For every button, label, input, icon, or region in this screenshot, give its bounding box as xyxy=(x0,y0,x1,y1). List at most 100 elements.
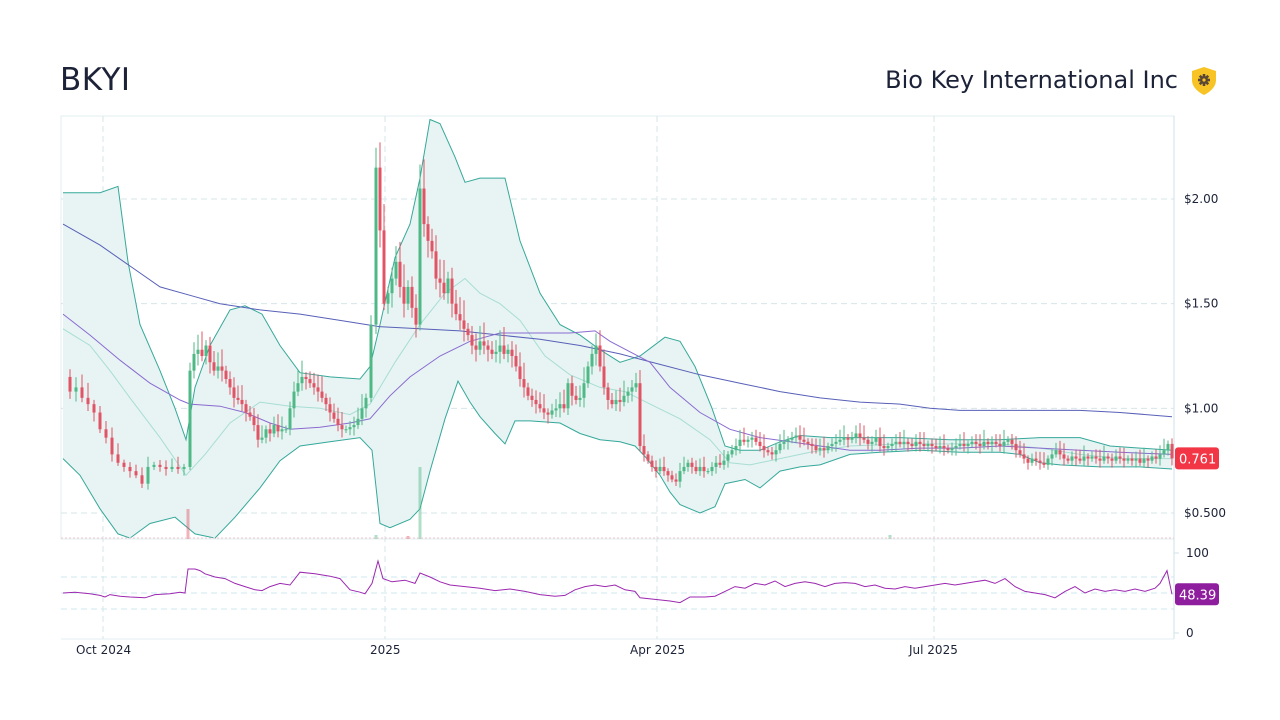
candle-body xyxy=(682,466,686,472)
candle-body xyxy=(990,441,994,444)
candle-body xyxy=(240,399,244,405)
bollinger-fill xyxy=(63,119,1172,539)
price-axis-label: $0.500 xyxy=(1184,506,1226,520)
candle-body xyxy=(1006,439,1010,442)
candle-body xyxy=(826,446,830,451)
candle-body xyxy=(458,314,462,321)
time-axis-label: Oct 2024 xyxy=(76,643,131,657)
candle-body xyxy=(1090,456,1094,459)
candle-body xyxy=(1098,458,1102,461)
candle-body xyxy=(814,446,818,451)
candle-body xyxy=(934,446,938,449)
candle-body xyxy=(116,454,120,463)
candle-body xyxy=(336,418,340,426)
candle-body xyxy=(268,429,272,434)
time-axis-label: 2025 xyxy=(370,643,401,657)
candle-body xyxy=(418,188,422,325)
candle-body xyxy=(554,408,558,411)
rsi-axis-label: 0 xyxy=(1186,626,1194,640)
candle-body xyxy=(894,441,898,444)
candle-body xyxy=(922,443,926,447)
bollinger-lower-line xyxy=(62,379,1173,539)
current-rsi-value: 48.39 xyxy=(1179,588,1216,603)
candle-body xyxy=(1114,456,1118,461)
candle-body xyxy=(662,466,666,472)
candle-body xyxy=(830,443,834,447)
candle-body xyxy=(678,471,682,482)
candle-body xyxy=(260,437,264,440)
candle-body xyxy=(170,466,174,470)
time-axis-label: Apr 2025 xyxy=(630,643,685,657)
chart-axes: $2.00 $1.50 $1.00 $0.500 0.761 100 0 48.39 Oct 2… xyxy=(76,192,1226,657)
candle-body xyxy=(822,448,826,451)
candle-body xyxy=(86,397,90,405)
candle-body xyxy=(1154,456,1158,459)
candle-body xyxy=(914,441,918,447)
candle-body xyxy=(1030,458,1034,463)
candle-body xyxy=(994,441,998,444)
candle-body xyxy=(542,408,546,413)
candle-body xyxy=(300,376,304,384)
candle-body xyxy=(758,441,762,447)
candle-body xyxy=(196,349,200,354)
candle-body xyxy=(654,466,658,472)
candle-body xyxy=(930,443,934,447)
price-axis-label: $1.00 xyxy=(1184,401,1218,415)
candle-body xyxy=(862,437,866,440)
candle-body xyxy=(954,446,958,449)
candle-body xyxy=(638,383,642,447)
candle-body xyxy=(646,454,650,461)
candle-body xyxy=(1162,450,1166,455)
candle-body xyxy=(618,399,622,403)
candle-body xyxy=(710,466,714,472)
candle-body xyxy=(738,439,742,447)
candle-body xyxy=(962,443,966,447)
candle-body xyxy=(152,464,156,467)
candle-body xyxy=(578,397,582,400)
candle-body xyxy=(734,446,738,451)
candle-body xyxy=(188,370,192,467)
candle-body xyxy=(378,167,382,231)
bollinger-mid-line xyxy=(62,277,1172,477)
candle-body xyxy=(946,448,950,451)
candle-body xyxy=(938,446,942,449)
candle-body xyxy=(228,379,232,388)
candle-body xyxy=(312,383,316,388)
candle-body xyxy=(1142,458,1146,463)
candle-body xyxy=(454,303,458,315)
candle-body xyxy=(718,462,722,465)
candle-body xyxy=(1130,458,1134,461)
candle-body xyxy=(1094,456,1098,459)
candle-body xyxy=(490,349,494,354)
candle-body xyxy=(906,441,910,444)
candle-body xyxy=(514,356,518,367)
candle-body xyxy=(1118,456,1122,459)
candle-body xyxy=(562,404,566,409)
candle-body xyxy=(386,293,390,304)
candle-body xyxy=(610,399,614,405)
candle-body xyxy=(304,376,308,380)
candle-body xyxy=(778,443,782,451)
chart-grid xyxy=(60,115,1175,640)
sma-50-line xyxy=(62,313,1173,455)
candle-body xyxy=(750,437,754,440)
candle-body xyxy=(324,397,328,405)
candle-body xyxy=(316,387,320,392)
candle-body xyxy=(982,441,986,447)
candle-body xyxy=(340,425,344,430)
candle-body xyxy=(818,448,822,451)
candle-body xyxy=(802,439,806,442)
candle-body xyxy=(494,351,498,354)
candle-body xyxy=(714,462,718,467)
candle-body xyxy=(402,286,406,304)
candle-body xyxy=(352,425,356,428)
candle-body xyxy=(296,383,300,392)
candle-body xyxy=(414,307,418,325)
candle-body xyxy=(1170,443,1174,459)
candle-body xyxy=(690,462,694,467)
candle-body xyxy=(838,439,842,442)
candle-body xyxy=(200,349,204,356)
volume-bar xyxy=(374,535,378,539)
candle-body xyxy=(344,429,348,431)
